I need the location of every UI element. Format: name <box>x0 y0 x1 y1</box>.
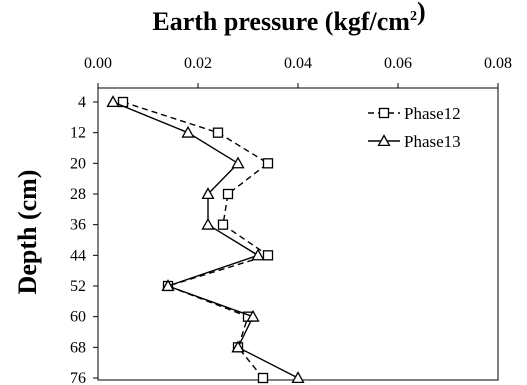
data-point-phase12 <box>217 219 229 230</box>
data-point-phase13 <box>291 371 305 384</box>
data-point-phase12 <box>222 188 234 200</box>
x-tick-label: 0.02 <box>184 55 212 72</box>
data-point-phase12 <box>212 127 224 138</box>
data-point-phase13 <box>161 279 175 292</box>
data-point-phase13 <box>246 309 260 322</box>
y-tick-label: 36 <box>70 217 86 234</box>
y-tick-label: 4 <box>78 94 86 111</box>
y-tick-label: 68 <box>70 339 86 356</box>
data-point-phase13 <box>231 156 245 169</box>
legend-marker-phase12 <box>378 107 390 119</box>
x-tick-label: 0.04 <box>284 55 312 72</box>
y-tick-label: 52 <box>70 278 86 295</box>
data-point-phase12 <box>257 372 269 384</box>
y-tick-label: 12 <box>70 125 86 142</box>
chart-title: Earth pressure (kgf/cm2) <box>152 0 425 36</box>
y-tick-label: 60 <box>70 309 86 326</box>
x-tick-label: 0.08 <box>484 55 512 72</box>
series-line-phase13 <box>112 101 299 379</box>
series-line-phase12 <box>122 101 270 379</box>
y-tick-label: 44 <box>70 247 86 264</box>
data-point-phase12 <box>262 250 274 261</box>
y-axis-ticks: 4 12 20 28 36 44 52 60 68 76 <box>70 94 98 385</box>
y-axis-label: Depth (cm) <box>13 170 42 295</box>
data-point-phase12 <box>262 158 274 169</box>
y-tick-label: 76 <box>70 370 86 385</box>
x-tick-label: 0.06 <box>384 55 412 72</box>
x-tick-label: 0.00 <box>84 55 112 72</box>
data-point-phase13 <box>201 187 215 200</box>
legend-label-phase13: Phase13 <box>404 132 461 151</box>
data-point-phase13 <box>231 340 245 353</box>
series-layer <box>106 95 305 384</box>
y-tick-label: 28 <box>70 186 86 203</box>
legend: Phase12 Phase13 <box>368 104 461 151</box>
data-point-phase13 <box>181 125 195 138</box>
data-point-phase13 <box>201 217 215 230</box>
data-point-phase13 <box>106 95 120 108</box>
data-point-phase13 <box>251 248 265 261</box>
legend-marker-phase13 <box>377 134 391 147</box>
legend-label-phase12: Phase12 <box>404 104 461 123</box>
y-tick-label: 20 <box>70 155 86 172</box>
x-axis-ticks: 0.00 0.02 0.04 0.06 0.08 <box>84 55 512 88</box>
